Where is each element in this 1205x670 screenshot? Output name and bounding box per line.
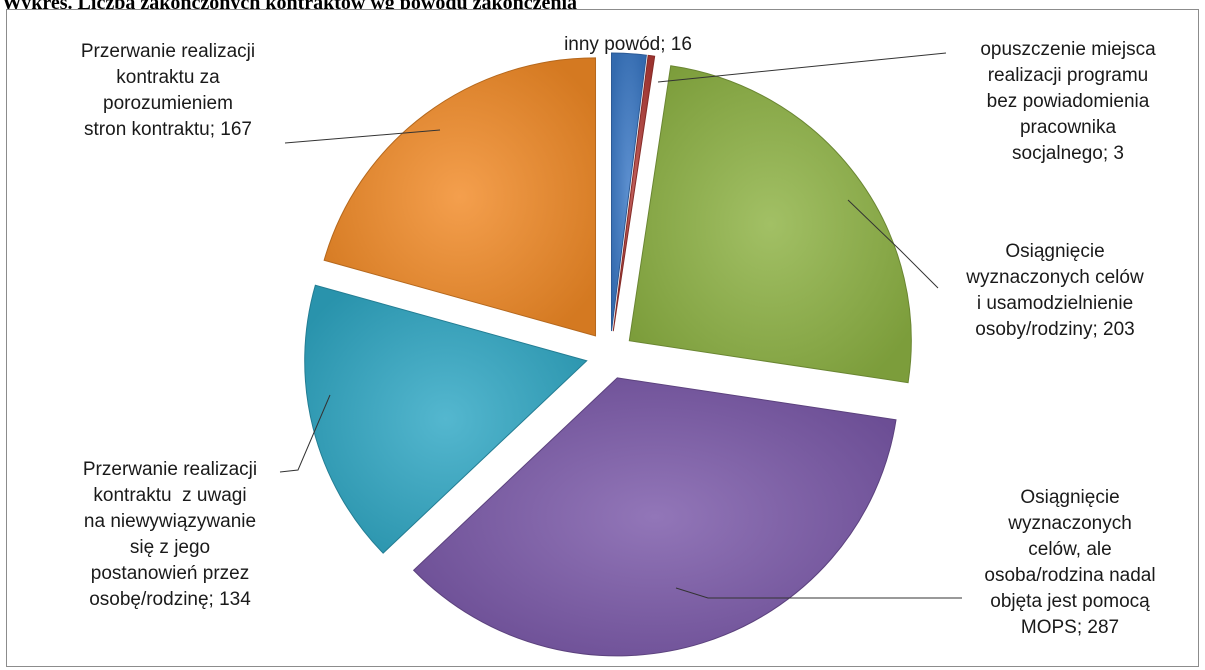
leader-line-6 — [284, 129, 441, 144]
data-label-1: inny powód; 16 — [564, 34, 692, 55]
pie-slice-4 — [412, 377, 897, 657]
leader-line-4 — [675, 587, 962, 599]
pie-slice-5 — [304, 284, 588, 554]
pie-slice-6 — [323, 57, 597, 337]
pie-slice-2 — [612, 54, 656, 332]
data-label-3: Osiągnięcie wyznaczonych celów i usamodzie… — [965, 241, 1144, 340]
data-label-2: opuszczenie miejsca realizacji programu be… — [980, 39, 1156, 164]
data-label-5: Przerwanie realizacji kontraktu z uwagi na… — [83, 459, 257, 610]
data-label-4: Osiągnięcie wyznaczonych celów, ale osoba/r… — [984, 487, 1155, 638]
leader-line-3 — [847, 199, 939, 289]
leader-line-5 — [279, 394, 331, 473]
leader-line-2 — [657, 52, 947, 83]
pie-slice-1 — [610, 52, 647, 332]
pie-slice-3 — [628, 65, 912, 384]
data-label-6: Przerwanie realizacji kontraktu za porozum… — [81, 41, 255, 140]
